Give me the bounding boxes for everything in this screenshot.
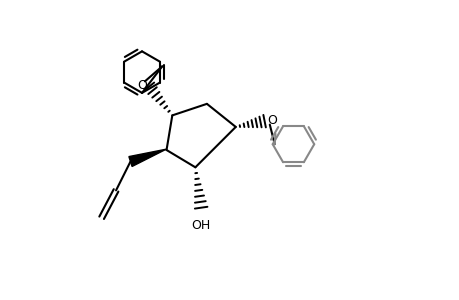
Polygon shape (129, 149, 166, 166)
Text: O: O (137, 79, 146, 92)
Text: O: O (266, 114, 276, 127)
Text: OH: OH (191, 219, 210, 232)
